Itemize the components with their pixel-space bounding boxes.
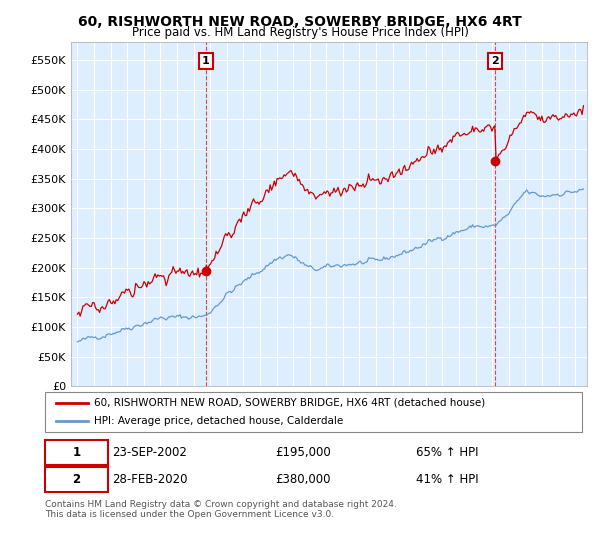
Text: 60, RISHWORTH NEW ROAD, SOWERBY BRIDGE, HX6 4RT (detached house): 60, RISHWORTH NEW ROAD, SOWERBY BRIDGE, … bbox=[94, 398, 485, 408]
Text: 1: 1 bbox=[73, 446, 80, 459]
Text: 23-SEP-2002: 23-SEP-2002 bbox=[113, 446, 187, 459]
Text: Price paid vs. HM Land Registry's House Price Index (HPI): Price paid vs. HM Land Registry's House … bbox=[131, 26, 469, 39]
Text: 65% ↑ HPI: 65% ↑ HPI bbox=[416, 446, 478, 459]
Text: Contains HM Land Registry data © Crown copyright and database right 2024.
This d: Contains HM Land Registry data © Crown c… bbox=[45, 500, 397, 519]
Text: 41% ↑ HPI: 41% ↑ HPI bbox=[416, 473, 478, 486]
Text: 2: 2 bbox=[73, 473, 80, 486]
Text: 2: 2 bbox=[491, 56, 499, 66]
Text: 60, RISHWORTH NEW ROAD, SOWERBY BRIDGE, HX6 4RT: 60, RISHWORTH NEW ROAD, SOWERBY BRIDGE, … bbox=[78, 15, 522, 29]
Text: HPI: Average price, detached house, Calderdale: HPI: Average price, detached house, Cald… bbox=[94, 417, 343, 426]
Text: 28-FEB-2020: 28-FEB-2020 bbox=[112, 473, 188, 486]
Text: £195,000: £195,000 bbox=[275, 446, 331, 459]
Text: £380,000: £380,000 bbox=[275, 473, 331, 486]
Text: 1: 1 bbox=[202, 56, 209, 66]
